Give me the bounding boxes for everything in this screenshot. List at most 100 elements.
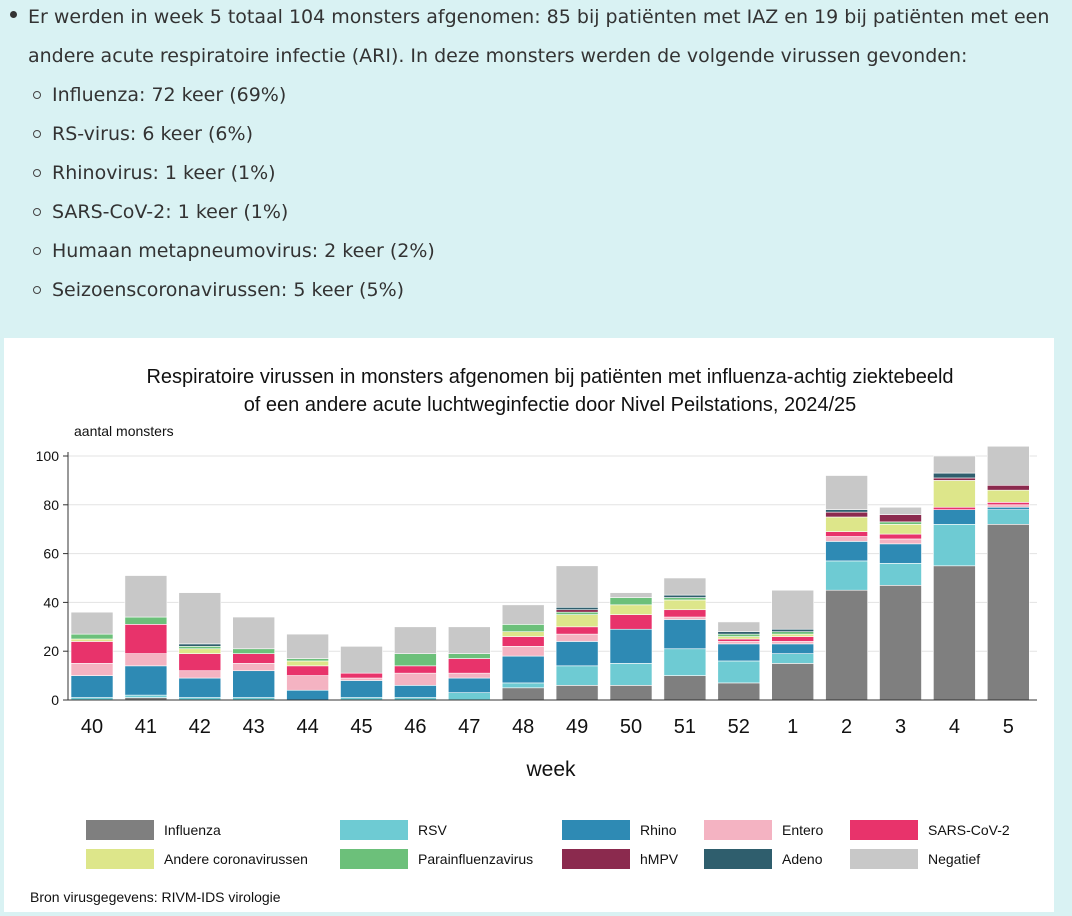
bar-segment xyxy=(447,658,491,674)
chart-title-line-2: of een andere acute luchtweginfectie doo… xyxy=(244,394,857,416)
x-tick-label: 1 xyxy=(787,716,798,738)
list-item-corona: Seizoenscoronavirussen: 5 keer (5%) xyxy=(52,279,405,301)
bar-segment xyxy=(825,531,868,537)
bar-segment xyxy=(447,626,491,654)
bar-segment xyxy=(124,616,168,625)
bar-segment xyxy=(986,502,1030,506)
bar-segment xyxy=(986,484,1030,491)
x-tick-label: 48 xyxy=(512,716,534,738)
legend-label: Adeno xyxy=(782,851,823,867)
bar-segment xyxy=(124,575,168,618)
bar-segment xyxy=(501,631,545,637)
bar-segment xyxy=(124,694,168,698)
list-item-hmpv: Humaan metapneumovirus: 2 keer (2%) xyxy=(52,240,435,262)
legend-swatch xyxy=(704,820,772,840)
bar-segment xyxy=(717,636,761,640)
bar-segment xyxy=(879,563,922,586)
bars-group xyxy=(70,445,1030,701)
legend-label: Parainfluenzavirus xyxy=(418,851,533,867)
bar-segment xyxy=(879,521,922,525)
intro-line-2: andere acute respiratoire infectie (ARI)… xyxy=(28,45,968,67)
bar-segment xyxy=(70,675,114,698)
legend-swatch xyxy=(340,820,408,840)
x-tick-label: 5 xyxy=(1003,716,1014,738)
bar-segment xyxy=(663,619,707,650)
bar-segment xyxy=(933,472,976,479)
sub-bullet-circle xyxy=(33,130,41,138)
bar-segment xyxy=(825,536,868,542)
y-tick-label: 40 xyxy=(43,594,59,610)
bar-segment xyxy=(933,477,976,481)
legend-label: hMPV xyxy=(640,851,679,867)
x-tick-label: 50 xyxy=(620,716,642,738)
bar-segment xyxy=(771,663,815,701)
bar-segment xyxy=(663,577,707,596)
bar-segment xyxy=(717,660,761,684)
bar-segment xyxy=(178,677,222,698)
bar-segment xyxy=(663,616,707,620)
bar-segment xyxy=(986,489,1030,503)
bar-segment xyxy=(178,643,222,647)
legend-label: Rhino xyxy=(640,822,677,838)
bar-segment xyxy=(555,633,599,642)
legend-label: Influenza xyxy=(164,822,221,838)
x-tick-label: 3 xyxy=(895,716,906,738)
bar-segment xyxy=(447,692,491,701)
bar-segment xyxy=(717,631,761,635)
bar-segment xyxy=(717,643,761,662)
x-tick-label: 44 xyxy=(296,716,318,738)
bar-segment xyxy=(663,594,707,598)
bar-segment xyxy=(609,597,653,606)
x-tick-label: 43 xyxy=(243,716,265,738)
x-axis-label: week xyxy=(525,758,576,781)
bar-segment xyxy=(232,663,275,672)
bar-segment xyxy=(771,643,815,654)
bar-segment xyxy=(394,626,437,654)
legend-label: Entero xyxy=(782,822,823,838)
bar-segment xyxy=(447,677,491,693)
bar-segment xyxy=(70,633,114,640)
list-item-sars: SARS-CoV-2: 1 keer (1%) xyxy=(52,201,289,223)
bar-segment xyxy=(286,689,329,701)
bar-segment xyxy=(771,631,815,635)
legend-label: Negatief xyxy=(928,851,980,867)
bar-segment xyxy=(825,511,868,518)
bar-segment xyxy=(501,655,545,684)
bar-segment xyxy=(609,614,653,630)
bar-segment xyxy=(178,653,222,672)
bar-segment xyxy=(232,648,275,654)
x-tick-label: 51 xyxy=(674,716,696,738)
bar-segment xyxy=(879,543,922,564)
bar-segment xyxy=(771,633,815,637)
sub-bullet-circle xyxy=(33,247,41,255)
y-tick-label: 80 xyxy=(43,497,59,513)
bar-segment xyxy=(555,611,599,615)
bar-segment xyxy=(394,672,437,686)
legend-swatch xyxy=(562,849,630,869)
bar-segment xyxy=(555,641,599,667)
bar-segment xyxy=(717,641,761,645)
y-tick-label: 20 xyxy=(43,643,59,659)
bar-segment xyxy=(394,653,437,667)
bar-segment xyxy=(555,565,599,608)
bar-segment xyxy=(286,658,329,662)
sub-bullet-circle xyxy=(33,91,41,99)
bar-segment xyxy=(771,636,815,642)
bar-segment xyxy=(555,614,599,628)
bar-segment xyxy=(609,592,653,598)
bar-segment xyxy=(825,509,868,513)
x-tick-label: 49 xyxy=(566,716,588,738)
legend: Influenza RSV Rhino Entero SARS-CoV-2 Andere … xyxy=(86,820,1010,869)
bar-segment xyxy=(879,514,922,523)
bar-segment xyxy=(986,445,1030,486)
bar-segment xyxy=(825,475,868,510)
bar-segment xyxy=(340,680,383,698)
bar-segment xyxy=(771,589,815,630)
bar-segment xyxy=(933,506,976,510)
legend-label: SARS-CoV-2 xyxy=(928,822,1010,838)
x-tick-label: 42 xyxy=(189,716,211,738)
bar-segment xyxy=(879,524,922,535)
bar-segment xyxy=(178,592,222,645)
bar-segment xyxy=(232,616,275,650)
